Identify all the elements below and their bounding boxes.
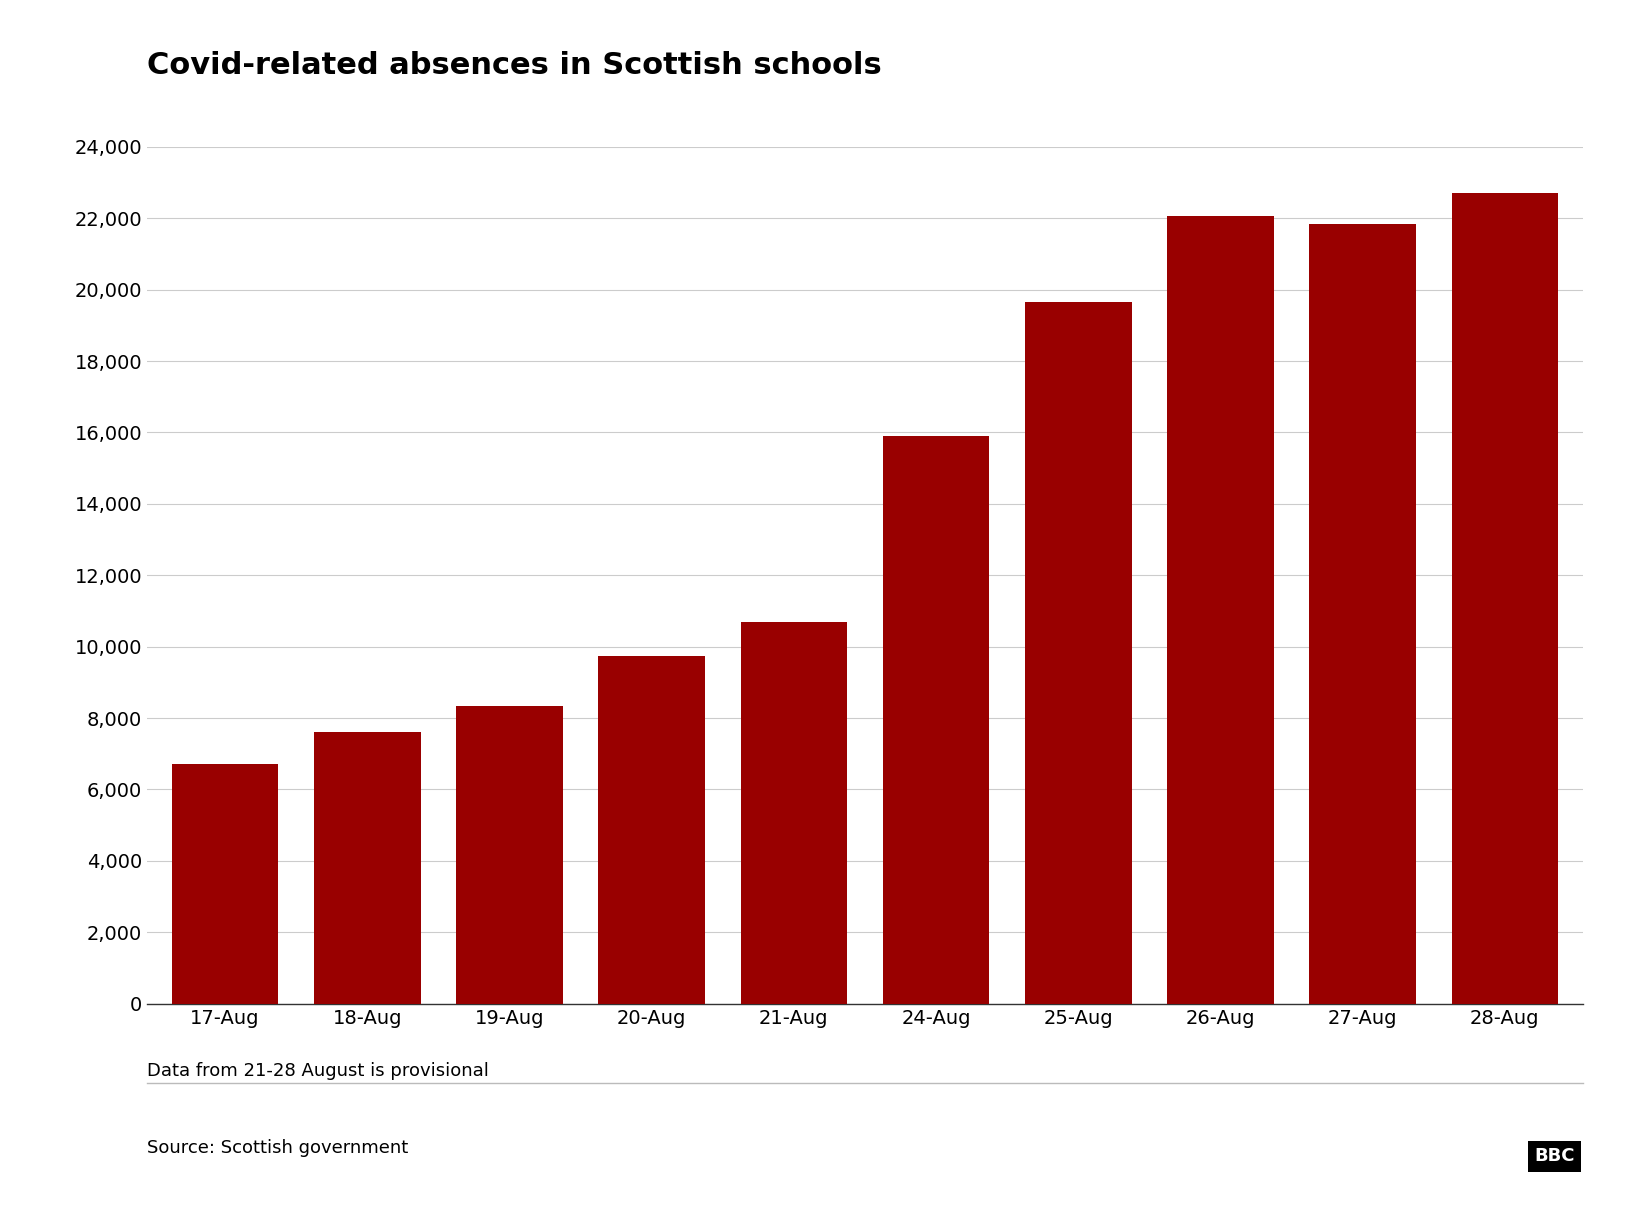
Bar [457, 705, 563, 1004]
Text: Data from 21-28 August is provisional: Data from 21-28 August is provisional [147, 1061, 488, 1080]
Text: Source: Scottish government: Source: Scottish government [147, 1138, 408, 1157]
Text: Covid-related absences in Scottish schools: Covid-related absences in Scottish schoo… [147, 50, 881, 80]
Bar [1025, 302, 1131, 1004]
Bar [1309, 224, 1417, 1004]
Bar [741, 622, 847, 1004]
Bar [1167, 217, 1273, 1004]
Bar [313, 732, 421, 1004]
Bar [171, 765, 279, 1004]
Text: BBC: BBC [1534, 1147, 1575, 1165]
Bar [1451, 193, 1559, 1004]
Bar [599, 656, 705, 1004]
Bar [883, 436, 989, 1004]
